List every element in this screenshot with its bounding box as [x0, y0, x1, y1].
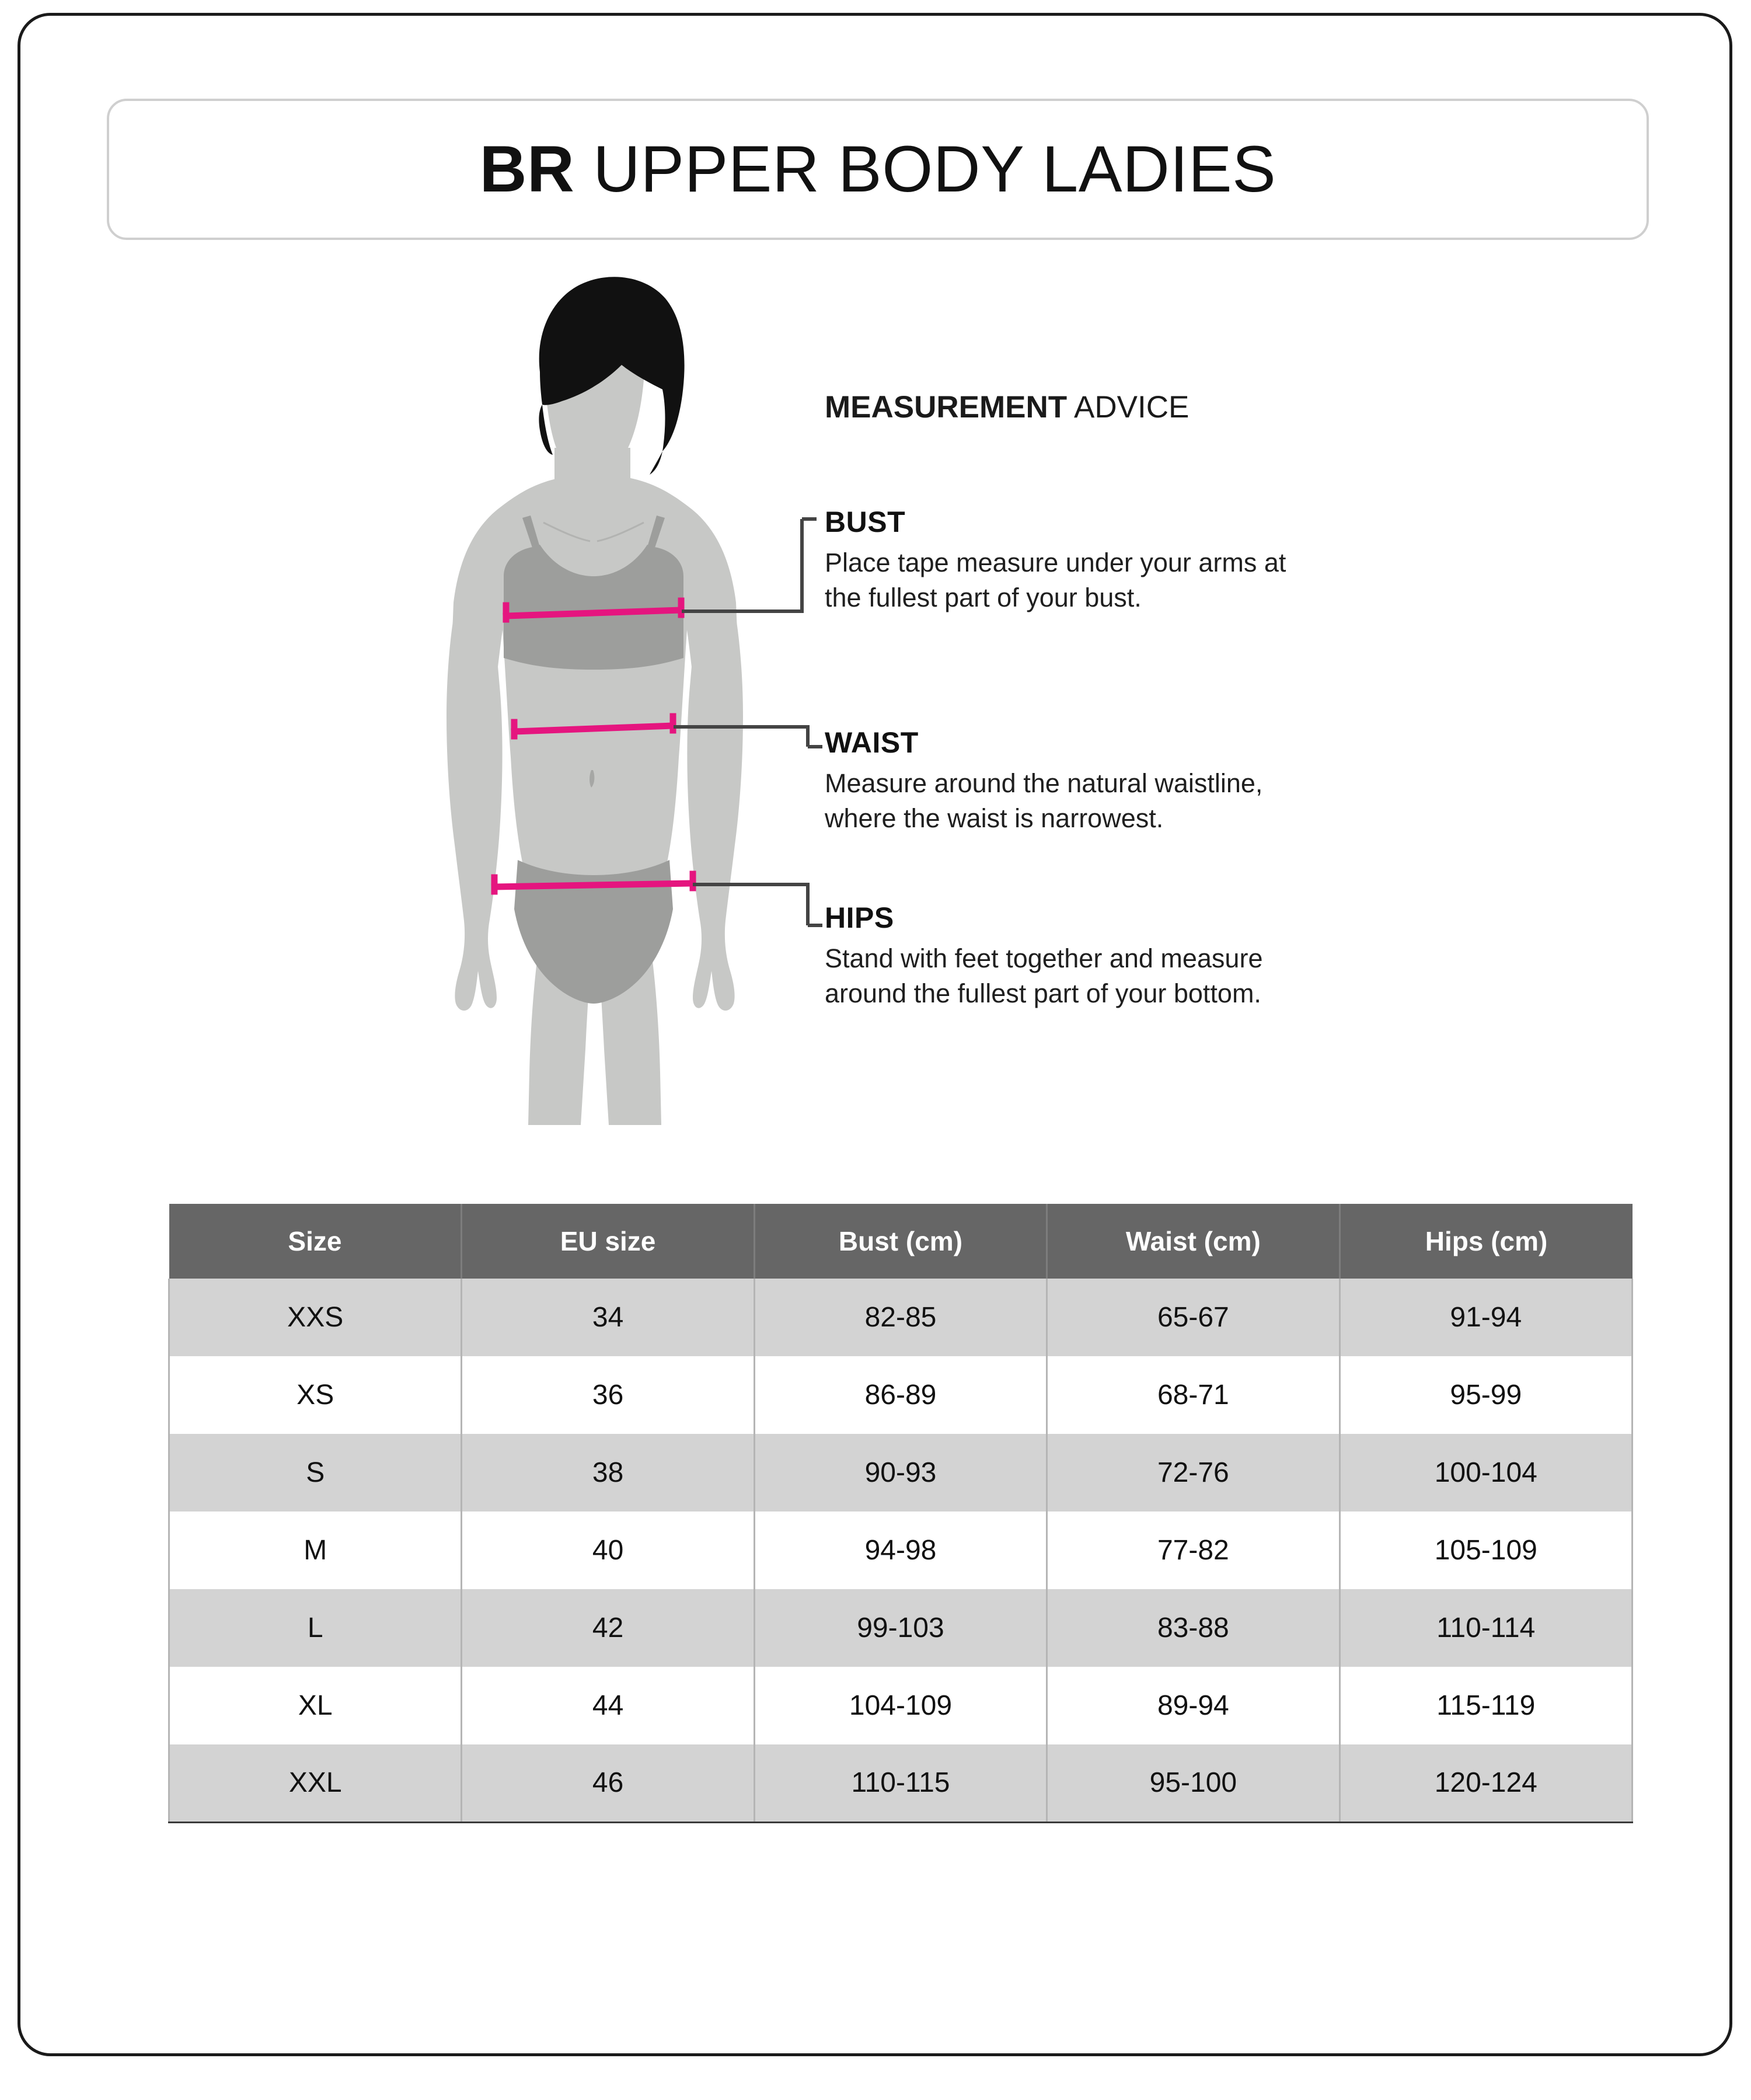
column-header-eu-size: EU size	[461, 1204, 755, 1279]
cell-bust: 86-89	[753, 1356, 1048, 1434]
table-row: L 42 99-103 83-88 110-114	[168, 1589, 1634, 1667]
advice-desc-hips: Stand with feet together and measure aro…	[825, 941, 1548, 1011]
cell-bust: 110-115	[753, 1744, 1048, 1823]
cell-size: M	[168, 1512, 463, 1589]
page-title-banner: BR UPPER BODY LADIES	[107, 99, 1649, 240]
bust-measure-line	[503, 607, 685, 619]
cell-eu: 38	[461, 1434, 755, 1512]
navel	[590, 770, 595, 788]
size-table-header-row: Size EU size Bust (cm) Waist (cm) Hips (…	[169, 1204, 1633, 1279]
table-row: XL 44 104-109 89-94 115-119	[168, 1667, 1634, 1744]
cell-size: L	[168, 1589, 463, 1667]
cell-bust: 99-103	[753, 1589, 1048, 1667]
cell-size: S	[168, 1434, 463, 1512]
advice-desc-bust-line1: Place tape measure under your arms at	[825, 548, 1286, 577]
cell-waist: 77-82	[1046, 1512, 1341, 1589]
table-row: XXS 34 82-85 65-67 91-94	[168, 1279, 1634, 1356]
size-chart-table: Size EU size Bust (cm) Waist (cm) Hips (…	[168, 1204, 1634, 1823]
advice-item-waist: WAIST Measure around the natural waistli…	[825, 727, 1548, 836]
cell-waist: 95-100	[1046, 1744, 1341, 1823]
size-chart-card: BR UPPER BODY LADIES	[18, 13, 1732, 2056]
cell-waist: 83-88	[1046, 1589, 1341, 1667]
advice-item-hips: HIPS Stand with feet together and measur…	[825, 902, 1548, 1011]
cell-hips: 120-124	[1338, 1744, 1634, 1823]
cell-hips: 100-104	[1338, 1434, 1634, 1512]
column-header-hips: Hips (cm)	[1338, 1204, 1633, 1279]
cell-eu: 46	[461, 1744, 755, 1823]
advice-heading-rest: ADVICE	[1067, 390, 1190, 424]
cell-waist: 65-67	[1046, 1279, 1341, 1356]
cell-hips: 105-109	[1338, 1512, 1634, 1589]
advice-desc-bust-line2: the fullest part of your bust.	[825, 582, 1142, 612]
cell-eu: 34	[461, 1279, 755, 1356]
cell-size: XXS	[168, 1279, 463, 1356]
advice-desc-waist-line1: Measure around the natural waistline,	[825, 768, 1263, 798]
advice-desc-waist: Measure around the natural waistline, wh…	[825, 766, 1548, 836]
column-header-waist: Waist (cm)	[1046, 1204, 1341, 1279]
hair-shape	[539, 277, 685, 475]
cell-bust: 94-98	[753, 1512, 1048, 1589]
measurement-advice-panel: MEASUREMENT ADVICE BUST Place tape measu…	[825, 389, 1548, 1008]
size-table-head: Size EU size Bust (cm) Waist (cm) Hips (…	[169, 1204, 1633, 1279]
cell-hips: 91-94	[1338, 1279, 1634, 1356]
table-row: XS 36 86-89 68-71 95-99	[168, 1356, 1634, 1434]
cell-bust: 82-85	[753, 1279, 1048, 1356]
panty-garment	[514, 860, 673, 1004]
table-row: XXL 46 110-115 95-100 120-124	[168, 1744, 1634, 1823]
bra-garment	[504, 545, 683, 670]
cell-size: XL	[168, 1667, 463, 1744]
advice-heading-strong: MEASUREMENT	[825, 390, 1068, 424]
advice-desc-hips-line1: Stand with feet together and measure	[825, 943, 1263, 973]
cell-waist: 68-71	[1046, 1356, 1341, 1434]
cell-waist: 89-94	[1046, 1667, 1341, 1744]
cell-size: XS	[168, 1356, 463, 1434]
page-title-rest: UPPER BODY LADIES	[574, 133, 1276, 206]
cell-eu: 44	[461, 1667, 755, 1744]
column-header-bust: Bust (cm)	[753, 1204, 1048, 1279]
bra-strap-left	[522, 516, 540, 549]
cell-eu: 36	[461, 1356, 755, 1434]
advice-item-bust: BUST Place tape measure under your arms …	[825, 506, 1548, 615]
cell-hips: 110-114	[1338, 1589, 1634, 1667]
collarbone-lines	[543, 521, 644, 542]
cell-bust: 104-109	[753, 1667, 1048, 1744]
table-row: S 38 90-93 72-76 100-104	[168, 1434, 1634, 1512]
cell-hips: 95-99	[1338, 1356, 1634, 1434]
advice-term-bust: BUST	[825, 506, 906, 538]
cell-eu: 42	[461, 1589, 755, 1667]
cell-hips: 115-119	[1338, 1667, 1634, 1744]
cell-eu: 40	[461, 1512, 755, 1589]
advice-desc-hips-line2: around the fullest part of your bottom.	[825, 978, 1261, 1008]
advice-term-hips: HIPS	[825, 901, 894, 934]
advice-desc-bust: Place tape measure under your arms at th…	[825, 545, 1548, 615]
bra-strap-right	[647, 516, 665, 549]
cell-bust: 90-93	[753, 1434, 1048, 1512]
advice-heading: MEASUREMENT ADVICE	[825, 389, 1548, 425]
column-header-size: Size	[169, 1204, 463, 1279]
page-title-brand: BR	[479, 133, 575, 206]
waist-measure-line	[511, 722, 676, 735]
female-body-illustration	[347, 273, 838, 1125]
size-table-body: XXS 34 82-85 65-67 91-94 XS 36 86-89 68-…	[168, 1279, 1634, 1823]
advice-desc-waist-line2: where the waist is narrowest.	[825, 803, 1164, 833]
hips-measure-line	[491, 880, 696, 890]
page-title: BR UPPER BODY LADIES	[480, 137, 1276, 202]
table-row: M 40 94-98 77-82 105-109	[168, 1512, 1634, 1589]
advice-term-waist: WAIST	[825, 726, 919, 759]
cell-waist: 72-76	[1046, 1434, 1341, 1512]
cell-size: XXL	[168, 1744, 463, 1823]
